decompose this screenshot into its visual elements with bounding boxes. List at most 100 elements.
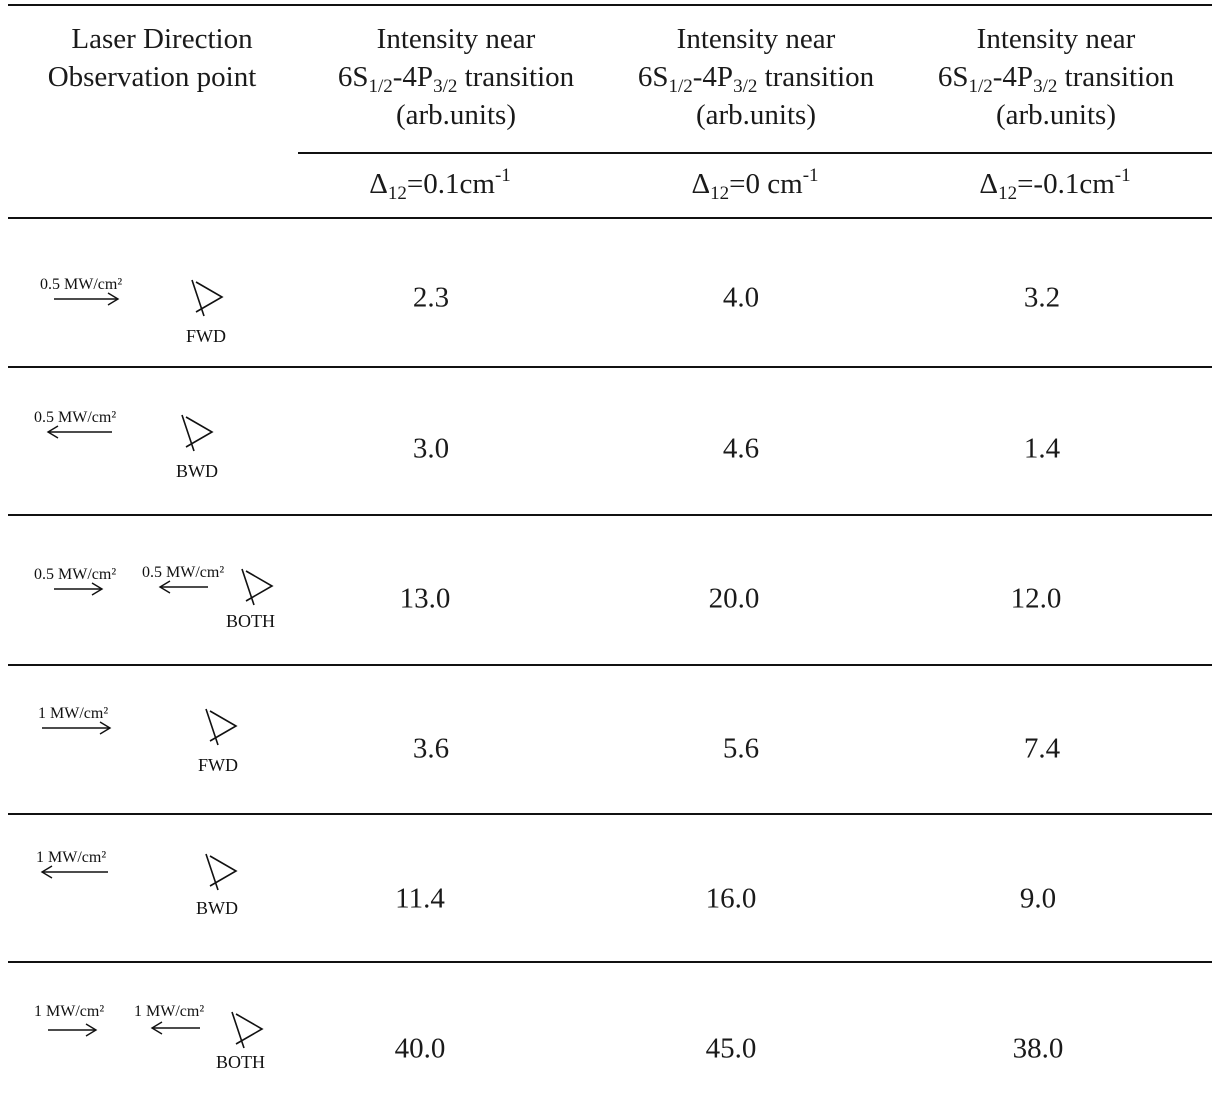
state-text: 6S bbox=[637, 61, 669, 93]
laser-intensity-label: 0.5 MW/cm² bbox=[40, 276, 122, 293]
subscript: 1/2 bbox=[668, 76, 693, 97]
units-label: (arb.units) bbox=[996, 99, 1116, 131]
intensity-cell: 3.2 bbox=[1023, 281, 1061, 314]
intensity-cell: 38.0 bbox=[1012, 1032, 1064, 1065]
eye-icon bbox=[205, 853, 238, 891]
transition-label: 6S1/2-4P3/2 transition bbox=[300, 58, 612, 96]
state-text: transition bbox=[757, 61, 875, 93]
intensity-cell: 45.0 bbox=[705, 1032, 757, 1065]
laser-diagram: 1 MW/cm² FWD bbox=[0, 665, 300, 805]
subscript: 3/2 bbox=[1033, 76, 1058, 97]
row-divider bbox=[8, 366, 1212, 368]
row-divider bbox=[8, 813, 1212, 815]
eye-icon bbox=[181, 414, 214, 452]
observation-direction: BWD bbox=[196, 898, 238, 918]
intensity-cell: 13.0 bbox=[399, 582, 451, 615]
intensity-cell: 4.0 bbox=[722, 281, 760, 314]
detuning-header-1: Δ12=0.1cm-1 bbox=[300, 165, 580, 203]
subscript: 1/2 bbox=[968, 76, 993, 97]
laser-diagram: 1 MW/cm² 1 MW/cm² BOTH bbox=[0, 962, 300, 1102]
detuning-header-3: Δ12=-0.1cm-1 bbox=[910, 165, 1200, 203]
header-intensity-col-2: Intensity near 6S1/2-4P3/2 transition (a… bbox=[600, 20, 912, 134]
state-text: -4P bbox=[992, 61, 1034, 93]
subscript: 3/2 bbox=[433, 76, 458, 97]
transition-label: 6S1/2-4P3/2 transition bbox=[900, 58, 1212, 96]
header-line: Intensity near bbox=[376, 23, 536, 55]
subscript: 12 bbox=[998, 183, 1018, 204]
header-intensity-col-3: Intensity near 6S1/2-4P3/2 transition (a… bbox=[900, 20, 1212, 134]
arrow-left-icon bbox=[40, 865, 108, 879]
delta-symbol: Δ bbox=[979, 168, 999, 200]
intensity-cell: 3.0 bbox=[412, 432, 450, 465]
arrow-right-icon bbox=[54, 292, 120, 306]
eye-icon bbox=[191, 279, 224, 317]
header-mid-rule bbox=[298, 152, 1212, 154]
intensity-cell: 20.0 bbox=[708, 582, 760, 615]
laser-intensity-label: 1 MW/cm² bbox=[34, 1003, 104, 1020]
delta-symbol: Δ bbox=[369, 168, 388, 200]
arrow-right-icon bbox=[48, 1023, 98, 1037]
laser-intensity-label: 1 MW/cm² bbox=[38, 705, 108, 722]
laser-intensity-label: 0.5 MW/cm² bbox=[34, 409, 116, 426]
intensity-cell: 11.4 bbox=[395, 882, 445, 915]
units-label: (arb.units) bbox=[696, 99, 816, 131]
intensity-cell: 2.3 bbox=[412, 281, 450, 314]
subscript: 12 bbox=[387, 183, 407, 204]
intensity-cell: 16.0 bbox=[705, 882, 757, 915]
state-text: 6S bbox=[337, 61, 369, 93]
laser-intensity-label: 0.5 MW/cm² bbox=[142, 564, 224, 581]
state-text: transition bbox=[457, 61, 575, 93]
subscript: 12 bbox=[710, 183, 730, 204]
laser-diagram: 0.5 MW/cm² FWD bbox=[0, 218, 300, 358]
state-text: 6S bbox=[937, 61, 969, 93]
intensity-cell: 40.0 bbox=[394, 1032, 446, 1065]
observation-direction: BOTH bbox=[226, 611, 275, 631]
state-text: -4P bbox=[692, 61, 734, 93]
laser-intensity-label: 1 MW/cm² bbox=[36, 849, 106, 866]
row-divider bbox=[8, 514, 1212, 516]
detuning-value: =-0.1cm bbox=[1017, 168, 1115, 200]
arrow-left-icon bbox=[158, 580, 208, 594]
transition-label: 6S1/2-4P3/2 transition bbox=[600, 58, 912, 96]
row-divider bbox=[8, 961, 1212, 963]
detuning-value: =0.1cm bbox=[406, 168, 495, 200]
laser-diagram: 0.5 MW/cm² BWD bbox=[0, 367, 300, 507]
superscript: -1 bbox=[802, 165, 819, 186]
arrow-right-icon bbox=[54, 582, 104, 596]
header-line: Observation point bbox=[47, 61, 257, 93]
eye-icon bbox=[231, 1011, 264, 1049]
intensity-cell: 12.0 bbox=[1010, 582, 1062, 615]
superscript: -1 bbox=[1114, 165, 1131, 186]
header-intensity-col-1: Intensity near 6S1/2-4P3/2 transition (a… bbox=[300, 20, 612, 134]
header-line: Intensity near bbox=[976, 23, 1136, 55]
state-text: transition bbox=[1057, 61, 1175, 93]
units-label: (arb.units) bbox=[396, 99, 516, 131]
observation-direction: BWD bbox=[176, 461, 218, 481]
intensity-cell: 3.6 bbox=[412, 732, 450, 765]
superscript: -1 bbox=[494, 165, 511, 186]
header-bottom-rule bbox=[8, 217, 1212, 219]
laser-intensity-label: 1 MW/cm² bbox=[134, 1003, 204, 1020]
state-text: -4P bbox=[392, 61, 434, 93]
observation-direction: FWD bbox=[198, 755, 238, 775]
subscript: 1/2 bbox=[368, 76, 393, 97]
arrow-left-icon bbox=[46, 425, 112, 439]
row-divider bbox=[8, 664, 1212, 666]
header-laser-direction: Laser Direction Observation point bbox=[22, 20, 282, 96]
intensity-cell: 9.0 bbox=[1019, 882, 1057, 915]
intensity-cell: 4.6 bbox=[722, 432, 760, 465]
header-line: Intensity near bbox=[676, 23, 836, 55]
arrow-right-icon bbox=[42, 721, 112, 735]
detuning-value: =0 cm bbox=[729, 168, 803, 200]
intensity-cell: 1.4 bbox=[1023, 432, 1061, 465]
header-line: Laser Direction bbox=[71, 23, 253, 55]
laser-intensity-label: 0.5 MW/cm² bbox=[34, 566, 116, 583]
intensity-cell: 7.4 bbox=[1023, 732, 1061, 765]
observation-direction: BOTH bbox=[216, 1052, 265, 1072]
delta-symbol: Δ bbox=[691, 168, 711, 200]
top-rule bbox=[8, 4, 1212, 6]
detuning-header-2: Δ12=0 cm-1 bbox=[610, 165, 900, 203]
laser-diagram: 1 MW/cm² BWD bbox=[0, 814, 300, 954]
arrow-left-icon bbox=[150, 1021, 200, 1035]
eye-icon bbox=[205, 708, 238, 746]
